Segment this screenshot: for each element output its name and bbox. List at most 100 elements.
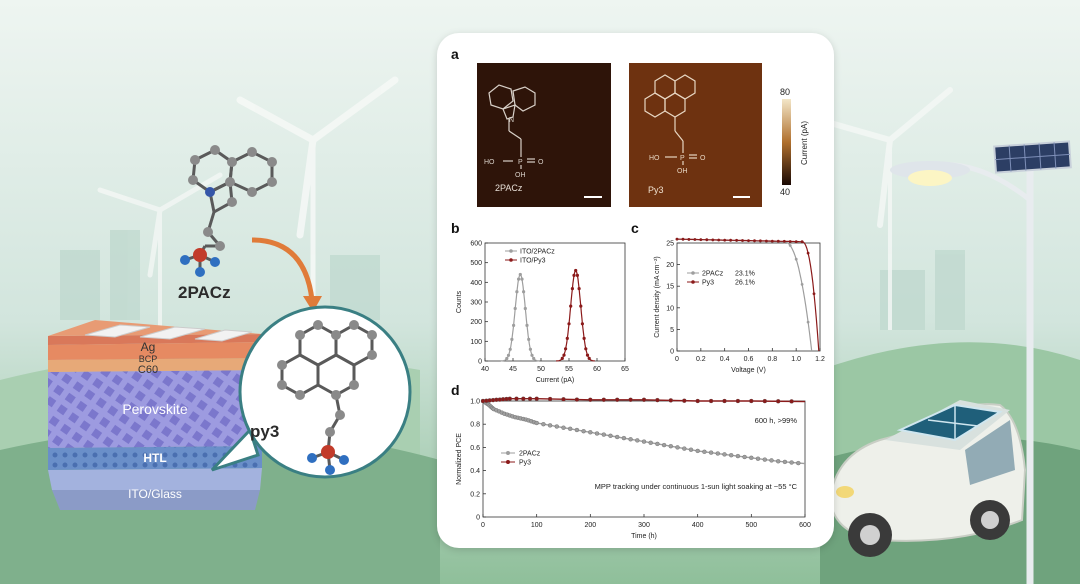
jv-series-line [677,238,813,352]
layer-label-ag: Ag [141,340,156,354]
histogram-series-line [500,273,540,362]
jv-point [788,240,792,243]
histogram-point [527,337,531,341]
jv-point [747,239,750,243]
device-stack [48,320,262,510]
histogram-point [522,290,526,294]
x-tick-label: 200 [584,522,596,529]
stability-point [715,451,720,456]
legend-efficiency: 23.1% [735,271,755,278]
histogram-point [512,323,516,327]
colorbar-min: 40 [780,187,790,197]
stability-point [514,396,519,401]
jv-point [675,237,679,241]
plot-frame [676,242,821,352]
figure-panel: a N HO P O OH 2PACz [437,33,834,548]
x-tick-label: 0.4 [720,356,730,363]
distant-city [60,230,965,330]
colorbar-title: Current (pA) [800,121,809,165]
stability-point [722,452,727,457]
stability-point [601,432,606,437]
x-tick-label: 40 [481,366,489,373]
y-axis-label: Counts [456,290,463,313]
stability-point [661,442,667,448]
x-tick-label: 0.2 [696,356,706,363]
jv-point [806,251,810,255]
y-tick-label: 400 [470,280,482,287]
x-tick-label: 60 [593,366,601,373]
stability-point [628,397,633,402]
stability-point [762,398,767,404]
histogram-point [565,336,569,340]
stability-point [561,425,566,430]
jv-series-line [677,238,820,352]
plot-frame [484,242,626,362]
histogram-point [530,353,534,357]
stability-point [776,399,781,404]
stability-point [682,398,687,403]
jv-point [693,238,697,241]
stability-point [621,435,627,441]
histogram-point [584,347,588,351]
histogram-point [532,356,536,361]
histogram-point [525,323,529,327]
stability-point [762,457,767,462]
stability-point [749,455,754,460]
y-tick-label: 0.4 [470,468,480,475]
jv-point [723,238,727,242]
histogram-point [582,336,586,340]
x-tick-label: 55 [565,366,573,373]
stability-point [574,397,580,402]
x-tick-label: 1.2 [815,356,825,363]
histogram-point [567,322,571,326]
legend-label: 2PACz [702,271,724,278]
x-tick-label: 0 [675,356,679,363]
x-tick-label: 0.8 [767,356,777,363]
layer-label-perovskite: Perovskite [122,401,188,417]
stability-point [534,396,539,401]
jv-point [717,238,721,242]
x-tick-label: 300 [638,522,650,529]
y-tick-label: 5 [670,327,674,334]
histogram-point [580,322,584,326]
y-tick-label: 300 [470,300,482,307]
stability-point [648,440,653,445]
panel-label-a: a [451,46,459,62]
legend-label: ITO/2PACz [520,249,555,256]
stability-point [769,458,774,463]
jv-point [741,239,744,242]
y-tick-label: 10 [666,305,674,312]
y-tick-label: 0 [476,515,480,522]
stability-point [796,460,801,466]
label-ho-right: HO [649,155,660,162]
x-tick-label: 1.0 [791,356,801,363]
stability-point [655,397,660,403]
histogram-point [572,273,576,277]
histogram-point [570,287,574,291]
histogram-point [508,347,512,351]
legend-label: Py3 [702,280,714,287]
stability-point [722,398,727,404]
x-tick-label: 45 [509,366,517,373]
legend-label: Py3 [519,460,531,467]
jv-point [705,238,709,242]
histogram-point [528,347,532,351]
y-tick-label: 0.6 [470,445,480,452]
histogram-point [574,268,578,273]
label-ho-left: HO [484,159,495,166]
py3-inset [210,305,412,479]
legend-marker [509,249,513,253]
colorbar [782,99,791,185]
y-tick-label: 500 [470,260,482,267]
jv-point [681,237,685,241]
jv-point [800,240,804,244]
histogram-point [577,287,581,291]
jv-point [765,239,768,243]
stability-point [581,429,586,434]
phosphorus-atom [193,248,207,262]
stability-annotation: 600 h, >99% [755,416,798,425]
y-tick-label: 0.2 [470,491,480,498]
jv-point [794,240,798,244]
legend-marker [506,451,510,455]
jv-point [770,239,774,243]
